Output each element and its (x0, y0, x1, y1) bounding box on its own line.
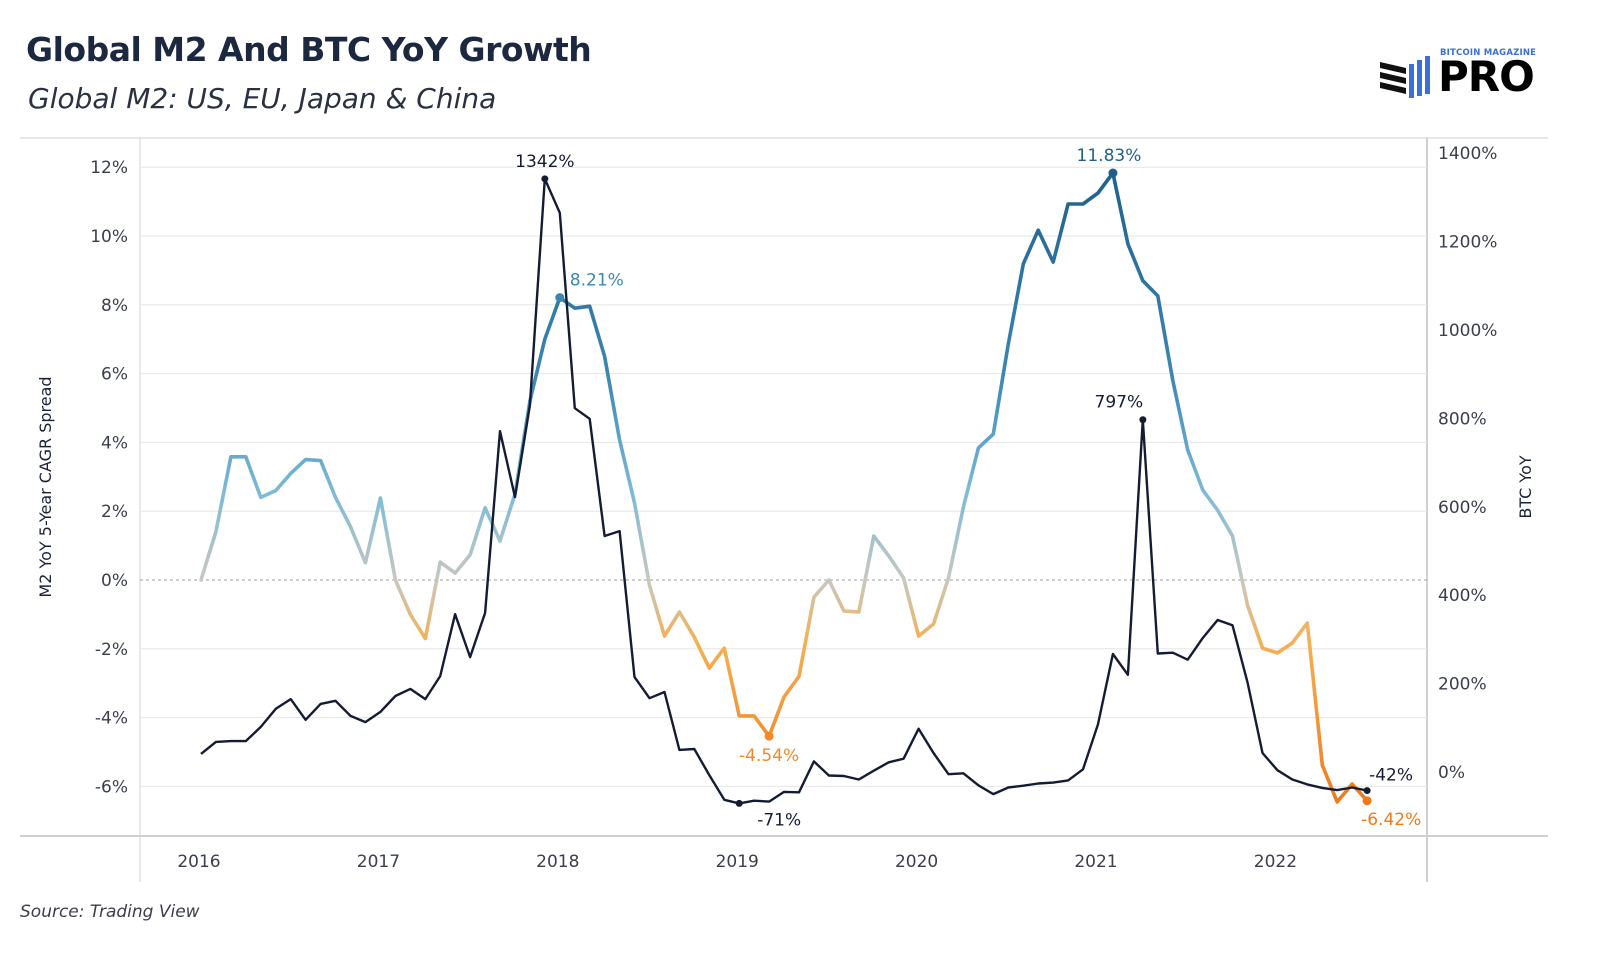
bitcoin-magazine-pro-logo: BITCOIN MAGAZINE PRO (1378, 46, 1558, 106)
annotation-marker (764, 731, 774, 741)
logo-big-text: PRO (1438, 52, 1535, 101)
x-tick-label: 2020 (895, 852, 938, 872)
annotation-label: 1342% (515, 152, 574, 172)
left-tick-label: 8% (101, 296, 128, 316)
gridlines (140, 166, 1427, 787)
right-tick-label: 1400% (1438, 144, 1497, 164)
chart-frame (20, 137, 1548, 882)
right-tick-label: 1200% (1438, 233, 1497, 253)
chart-title: Global M2 And BTC YoY Growth (26, 30, 592, 69)
annotation-marker (1139, 416, 1147, 424)
left-axis-ticks: 12% 10% 8% 6% 4% 2% 0% -2% -4% -6% (90, 158, 128, 797)
left-tick-label: 4% (101, 433, 128, 453)
right-axis-ticks: 1400% 1200% 1000% 800% 600% 400% 200% 0% (1438, 144, 1497, 783)
x-axis-ticks: 2016 2017 2018 2019 2020 2021 2022 (177, 852, 1297, 872)
annotation-label: 8.21% (570, 271, 624, 291)
right-tick-label: 400% (1438, 586, 1487, 606)
annotation-label: 797% (1095, 393, 1144, 413)
right-tick-label: 0% (1438, 763, 1465, 783)
right-tick-label: 800% (1438, 409, 1487, 429)
annotation-label: -6.42% (1361, 810, 1421, 830)
left-tick-label: -6% (95, 777, 128, 797)
candlestick-bars-icon (1380, 56, 1430, 98)
left-tick-label: 0% (101, 571, 128, 591)
annotation-marker (1362, 796, 1372, 806)
left-tick-label: 10% (90, 227, 128, 247)
chart-subtitle: Global M2: US, EU, Japan & China (28, 82, 497, 115)
annotation-label: -71% (757, 810, 801, 830)
right-tick-label: 1000% (1438, 321, 1497, 341)
x-tick-label: 2017 (357, 852, 400, 872)
annotation-label: -42% (1369, 766, 1413, 786)
right-tick-label: 200% (1438, 675, 1487, 695)
right-tick-label: 600% (1438, 498, 1487, 518)
btc-line (200, 177, 1368, 805)
annotation-marker (1363, 787, 1371, 795)
annotation-marker (1108, 168, 1118, 178)
btc-series (200, 177, 1368, 805)
x-tick-label: 2022 (1254, 852, 1297, 872)
source-note: Source: Trading View (20, 902, 200, 922)
annotation-marker (735, 799, 743, 807)
left-tick-label: -4% (95, 709, 128, 729)
x-tick-label: 2016 (177, 852, 220, 872)
annotation-label: 11.83% (1077, 146, 1142, 166)
m2-series (199, 171, 1369, 804)
x-tick-label: 2019 (716, 852, 759, 872)
annotation-label: -4.54% (739, 746, 799, 766)
logo-small-text: BITCOIN MAGAZINE (1440, 48, 1537, 58)
left-tick-label: 6% (101, 365, 128, 385)
annotation-marker (555, 293, 565, 303)
left-tick-label: 2% (101, 502, 128, 522)
x-tick-label: 2021 (1074, 852, 1117, 872)
left-axis-title: M2 YoY 5-Year CAGR Spread (36, 376, 55, 597)
annotation-marker (541, 175, 549, 183)
m2-line (199, 171, 1369, 804)
left-tick-label: -2% (95, 640, 128, 660)
right-axis-title: BTC YoY (1516, 455, 1535, 519)
left-tick-label: 12% (90, 158, 128, 178)
annotations: 1342% 797% -71% -42% 8.21% 11.83% -4.54% -6.42% (515, 146, 1421, 830)
x-tick-label: 2018 (536, 852, 579, 872)
